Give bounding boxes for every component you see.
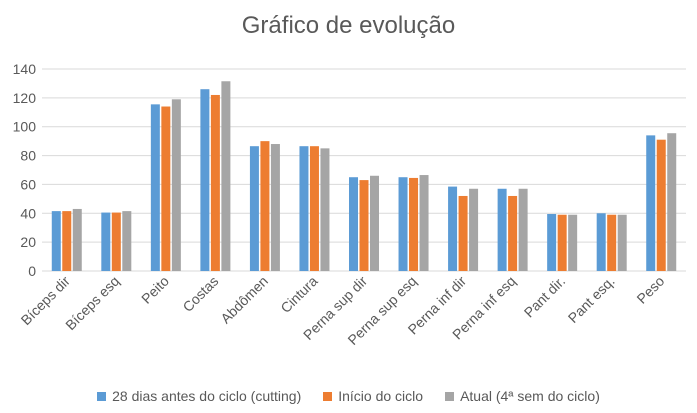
bar	[122, 211, 132, 271]
y-tick-label: 120	[13, 90, 37, 106]
legend-item: 28 dias antes do ciclo (cutting)	[97, 388, 301, 404]
y-tick-label: 20	[20, 234, 36, 250]
legend-item: Início do ciclo	[323, 388, 423, 404]
legend-item: Atual (4ª sem do ciclo)	[445, 388, 600, 404]
bar	[409, 177, 419, 271]
bar	[150, 104, 160, 271]
x-tick-label: Cintura	[277, 273, 320, 316]
bar	[508, 195, 518, 271]
bar	[596, 213, 606, 271]
bar	[320, 148, 330, 271]
bar	[200, 89, 210, 271]
legend-swatch	[323, 391, 333, 401]
x-tick-label: Pant esq.	[565, 273, 618, 326]
bar	[111, 212, 121, 271]
legend-label: Início do ciclo	[338, 388, 424, 404]
bar	[568, 214, 578, 271]
x-tick-label: Peito	[138, 273, 172, 307]
bar	[51, 211, 61, 271]
bar	[469, 188, 479, 271]
bar	[667, 133, 677, 271]
bar	[62, 211, 72, 271]
x-tick-label: Abdômen	[217, 273, 271, 327]
y-tick-label: 60	[20, 176, 36, 192]
bar	[646, 135, 656, 271]
y-tick-label: 140	[13, 61, 37, 77]
bar	[617, 214, 627, 271]
x-tick-label: Peso	[633, 273, 667, 307]
bar	[161, 106, 171, 271]
bar	[656, 139, 666, 271]
bar	[299, 146, 309, 271]
legend-label: Atual (4ª sem do ciclo)	[460, 388, 600, 404]
bar	[101, 212, 111, 271]
legend: 28 dias antes do ciclo (cutting) Início d…	[0, 388, 697, 404]
x-tick-label: Pant dir.	[521, 273, 569, 321]
bar	[359, 180, 369, 271]
bar	[398, 177, 408, 271]
bar	[260, 141, 270, 271]
bar	[419, 175, 429, 271]
bar	[270, 144, 280, 271]
legend-swatch	[445, 391, 455, 401]
legend-swatch	[97, 391, 107, 401]
y-tick-label: 40	[20, 205, 36, 221]
bar	[557, 214, 567, 271]
bar	[458, 195, 468, 271]
bar	[448, 186, 458, 271]
bar	[309, 146, 319, 271]
chart-title: Gráfico de evolução	[241, 12, 456, 39]
bar	[221, 81, 231, 271]
bar	[607, 214, 617, 271]
x-tick-label: Costas	[179, 273, 221, 315]
y-tick-label: 100	[13, 119, 37, 135]
bar	[518, 188, 528, 271]
bar	[547, 214, 557, 271]
bar	[497, 188, 507, 271]
y-tick-label: 80	[20, 148, 36, 164]
bar	[249, 146, 259, 271]
y-axis-ticks: 0 20 40 60 80 100 120 140	[13, 61, 37, 279]
bar	[349, 177, 358, 271]
y-tick-label: 0	[28, 263, 36, 279]
bar	[370, 175, 379, 271]
bars	[51, 81, 677, 271]
bar	[210, 94, 220, 271]
bar	[72, 208, 82, 271]
legend-label: 28 dias antes do ciclo (cutting)	[112, 388, 302, 404]
x-tick-label: Bíceps esq	[62, 273, 122, 333]
bar	[171, 99, 181, 271]
